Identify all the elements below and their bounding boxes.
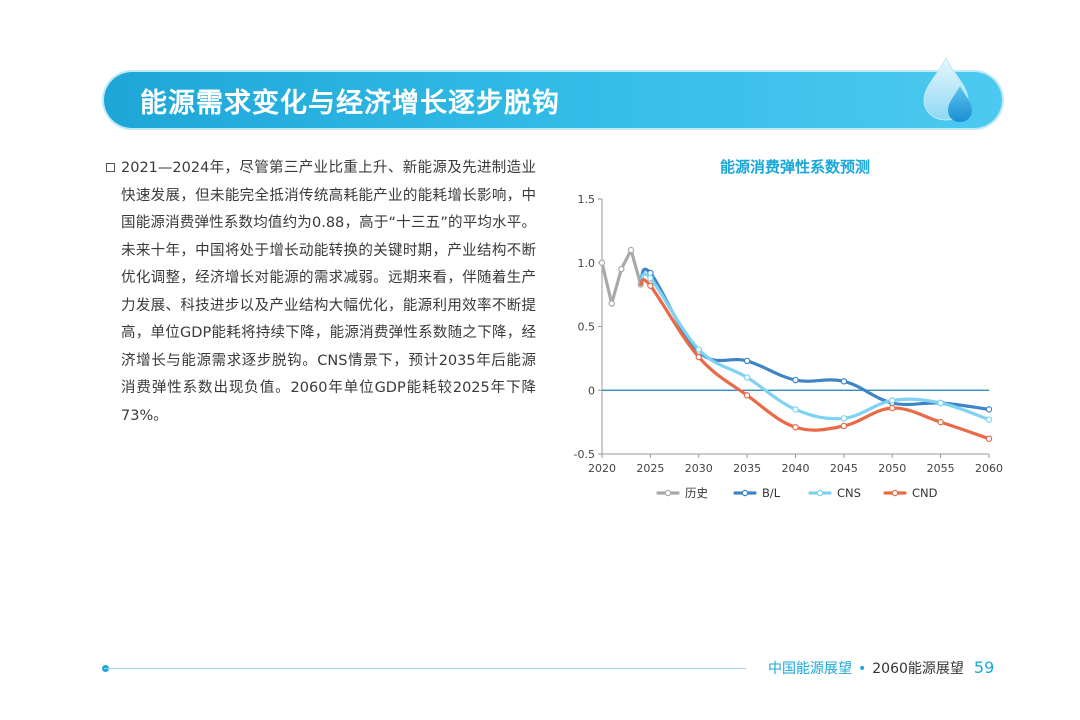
data-point xyxy=(792,406,799,413)
square-bullet-icon xyxy=(106,163,115,172)
footer: 中国能源展望 • 2060能源展望 59 xyxy=(768,658,994,678)
data-point xyxy=(840,422,848,430)
legend-label: 历史 xyxy=(685,486,708,500)
legend-marker xyxy=(741,489,749,497)
x-tick-label: 2055 xyxy=(927,462,955,475)
data-point xyxy=(840,378,848,385)
legend-marker xyxy=(891,489,899,497)
y-tick-label: 0.5 xyxy=(578,321,596,334)
data-point xyxy=(647,282,654,289)
x-tick-label: 2040 xyxy=(782,462,810,475)
paragraph-text: 2021—2024年，尽管第三产业比重上升、新能源及先进制造业快速发展，但未能完… xyxy=(121,160,536,424)
data-point xyxy=(840,415,848,422)
x-tick-label: 2050 xyxy=(878,462,906,475)
data-point xyxy=(627,246,635,254)
legend-label: CNS xyxy=(837,486,861,500)
x-tick-label: 2020 xyxy=(588,462,616,475)
data-point xyxy=(792,376,799,384)
data-point xyxy=(985,406,993,413)
data-point xyxy=(937,418,944,426)
legend-label: B/L xyxy=(762,486,781,500)
x-tick-label: 2060 xyxy=(975,462,1003,475)
x-tick-label: 2045 xyxy=(830,462,858,475)
data-point xyxy=(743,357,751,365)
y-tick-label: 1.0 xyxy=(578,257,596,270)
x-tick-label: 2025 xyxy=(636,462,664,475)
legend-label: CND xyxy=(912,486,938,500)
page-number: 59 xyxy=(973,658,995,677)
data-point xyxy=(985,435,993,442)
y-tick-label: 0 xyxy=(588,384,595,397)
y-tick-label: 1.5 xyxy=(578,193,596,206)
body-paragraph: 2021—2024年，尽管第三产业比重上升、新能源及先进制造业快速发展，但未能完… xyxy=(106,155,536,430)
section-title: 能源需求变化与经济增长逐步脱钩 xyxy=(140,88,560,119)
data-point xyxy=(743,374,751,381)
data-point xyxy=(937,399,944,407)
legend-marker xyxy=(664,489,672,497)
data-point xyxy=(598,259,606,266)
chart-title: 能源消费弹性系数预测 xyxy=(719,158,870,176)
data-point xyxy=(985,416,993,423)
series-line-1 xyxy=(600,248,643,306)
footer-separator: • xyxy=(858,661,867,677)
data-point xyxy=(889,404,896,412)
data-point xyxy=(618,265,625,273)
series-line-2 xyxy=(639,267,991,411)
data-point xyxy=(792,424,799,431)
data-point xyxy=(743,392,751,399)
data-point xyxy=(647,274,654,282)
y-tick-label: -0.5 xyxy=(574,448,595,461)
legend-marker xyxy=(816,489,824,497)
x-tick-label: 2035 xyxy=(733,462,761,475)
footer-subtitle: 2060能源展望 xyxy=(872,661,964,677)
section-title-banner: 能源需求变化与经济增长逐步脱钩 xyxy=(104,72,1002,128)
x-tick-label: 2030 xyxy=(685,462,713,475)
data-point xyxy=(608,300,615,307)
water-drop-icon xyxy=(923,56,972,122)
data-point xyxy=(889,397,896,404)
data-point xyxy=(695,346,702,353)
footer-rule xyxy=(104,668,746,669)
footer-brand: 中国能源展望 xyxy=(768,661,852,677)
data-point xyxy=(695,353,702,361)
